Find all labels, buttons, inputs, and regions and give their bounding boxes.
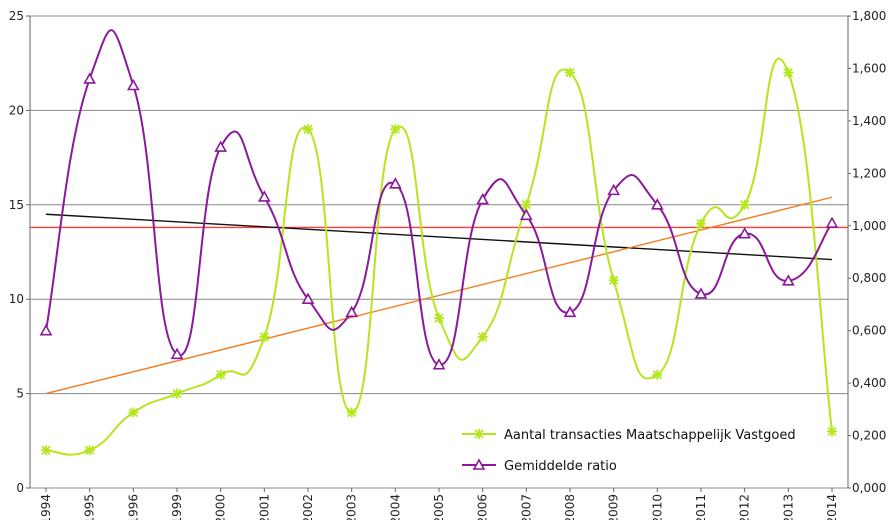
x-tick-label: 2002 xyxy=(301,494,315,520)
x-tick-label: 2000 xyxy=(214,494,228,520)
x-tick-label: 2012 xyxy=(738,494,752,520)
data-point xyxy=(652,369,663,380)
data-point xyxy=(39,324,53,336)
data-point xyxy=(519,208,533,221)
trend-lines xyxy=(30,196,848,395)
data-point xyxy=(346,407,357,418)
data-point xyxy=(472,458,486,470)
data-point xyxy=(474,429,484,439)
y-left-tick-label: 0 xyxy=(16,481,24,495)
data-point xyxy=(434,313,444,324)
x-axis: 1994 1995 1996 1999 2000 2001 2002 2003 2004 2005… xyxy=(39,488,839,520)
data-point xyxy=(476,192,490,205)
y-left-tick-label: 10 xyxy=(9,292,24,306)
y-right-tick-label: 0,600 xyxy=(852,324,886,338)
trend-line xyxy=(45,213,833,261)
x-tick-label: 2013 xyxy=(781,494,795,520)
data-point xyxy=(738,226,752,239)
data-point xyxy=(345,305,359,318)
x-tick-label: 2010 xyxy=(650,494,664,520)
y-right-tick-label: 1,800 xyxy=(852,9,886,23)
data-point xyxy=(608,275,619,286)
data-point xyxy=(388,177,402,189)
x-tick-label: 2003 xyxy=(345,494,359,520)
y-left-tick-label: 25 xyxy=(9,9,24,23)
data-point xyxy=(41,445,51,456)
legend: Aantal transacties Maatschappelijk Vastg… xyxy=(462,428,796,474)
x-tick-label: 1994 xyxy=(39,494,53,520)
y-right-tick-label: 0,000 xyxy=(852,481,886,495)
data-point xyxy=(84,445,95,456)
y-right-tick-label: 1,600 xyxy=(852,61,886,75)
data-point xyxy=(257,190,271,202)
series-line xyxy=(45,29,833,366)
data-point xyxy=(390,124,401,135)
data-point xyxy=(172,388,182,399)
x-tick-label: 2006 xyxy=(476,494,490,520)
x-tick-label: 1996 xyxy=(126,494,140,520)
data-point xyxy=(128,407,139,418)
x-tick-label: 1999 xyxy=(170,494,184,520)
y-right-tick-label: 0,800 xyxy=(852,271,886,285)
y-right-tick-label: 0,400 xyxy=(852,376,886,390)
legend-label: Gemiddelde ratio xyxy=(504,459,617,474)
data-point xyxy=(563,305,577,318)
y-right-tick-label: 1,400 xyxy=(852,114,886,128)
legend-label: Aantal transacties Maatschappelijk Vastg… xyxy=(504,428,796,443)
gridlines xyxy=(30,15,848,489)
x-tick-label: 1995 xyxy=(83,494,97,520)
data-point xyxy=(303,124,313,135)
y-right-tick-label: 1,000 xyxy=(852,219,886,233)
data-point xyxy=(432,358,446,370)
x-tick-label: 2005 xyxy=(432,494,446,520)
data-point xyxy=(825,216,839,228)
left-axis: 0 5 10 15 20 25 xyxy=(9,9,31,495)
data-point xyxy=(83,72,97,84)
y-left-tick-label: 5 xyxy=(16,387,24,401)
data-point xyxy=(694,287,708,299)
data-point xyxy=(650,198,664,210)
y-left-tick-label: 15 xyxy=(9,198,24,212)
x-tick-label: 2007 xyxy=(519,494,533,520)
x-tick-label: 2011 xyxy=(694,494,708,520)
x-tick-label: 2001 xyxy=(257,494,271,520)
trend-line xyxy=(45,196,833,395)
y-left-tick-label: 20 xyxy=(9,103,24,117)
series-lines xyxy=(39,29,839,456)
data-point xyxy=(783,67,794,78)
data-point xyxy=(215,369,226,380)
x-tick-label: 2009 xyxy=(607,494,621,520)
data-point xyxy=(214,140,228,152)
data-point xyxy=(170,347,184,360)
data-point xyxy=(739,199,750,210)
x-tick-label: 2004 xyxy=(388,494,402,520)
data-point xyxy=(301,292,315,304)
data-point xyxy=(521,199,532,210)
data-point xyxy=(827,426,837,437)
y-right-tick-label: 0,200 xyxy=(852,429,886,443)
x-tick-label: 2014 xyxy=(825,494,839,520)
data-point xyxy=(259,331,270,342)
data-point xyxy=(126,78,140,91)
series-line xyxy=(45,57,833,456)
data-point xyxy=(565,67,575,78)
data-point xyxy=(781,274,795,286)
y-right-tick-label: 1,200 xyxy=(852,166,886,180)
x-tick-label: 2008 xyxy=(563,494,577,520)
right-axis: 0,000 0,200 0,400 0,600 0,800 1,000 1,200 1,400… xyxy=(847,9,886,495)
data-point xyxy=(696,218,706,229)
data-point xyxy=(477,331,488,342)
data-point xyxy=(607,183,621,196)
